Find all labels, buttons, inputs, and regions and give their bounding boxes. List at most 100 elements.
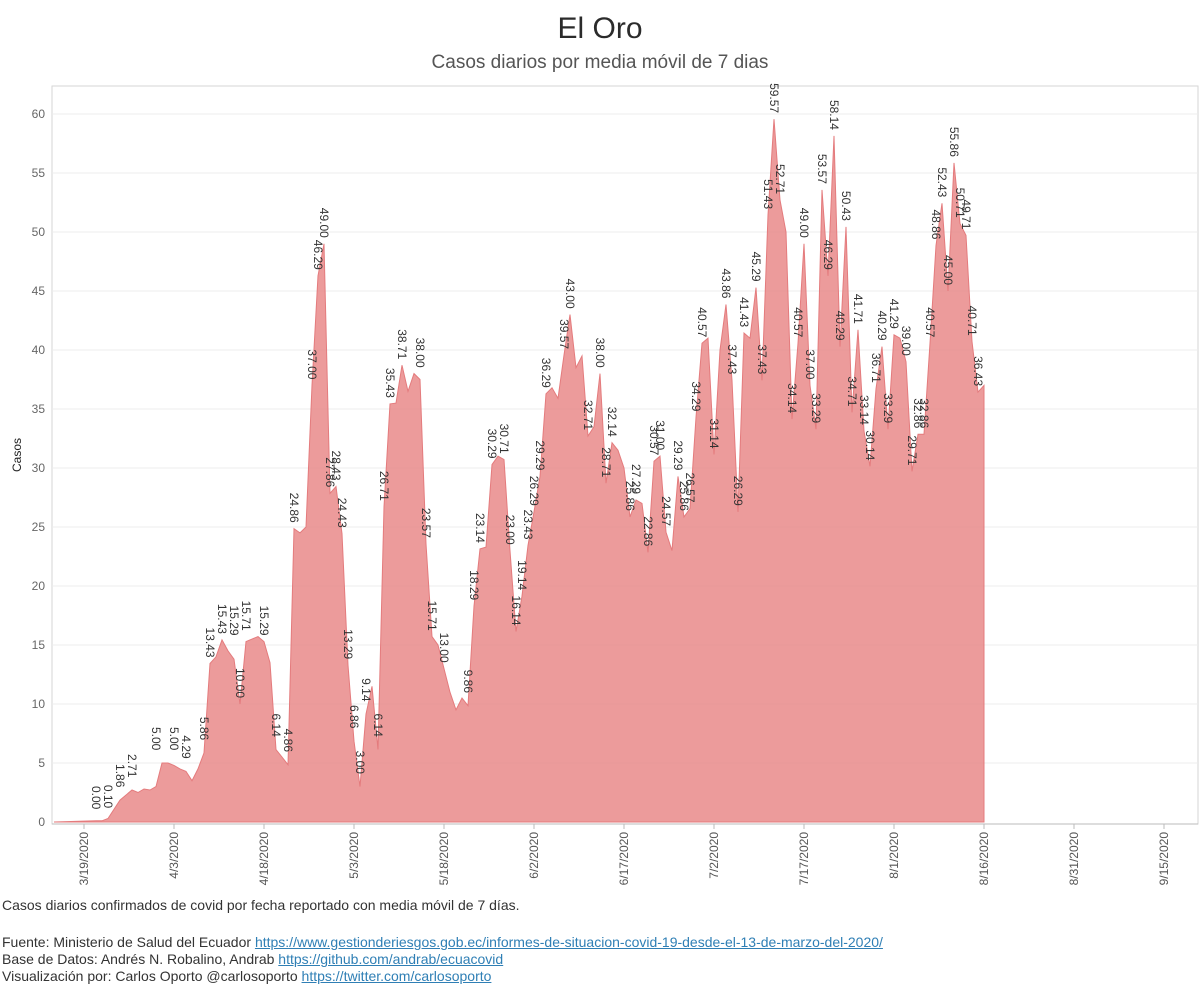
data-label: 33.29 <box>809 393 823 423</box>
source-credit: Fuente: Ministerio de Salud del Ecuador … <box>2 934 883 950</box>
data-label: 5.00 <box>167 727 181 751</box>
y-tick-label: 30 <box>32 461 46 475</box>
data-label: 40.71 <box>965 306 979 336</box>
data-label: 0.10 <box>101 785 115 809</box>
data-label: 5.86 <box>197 717 211 741</box>
data-label: 26.29 <box>527 476 541 506</box>
series-area <box>53 119 985 823</box>
x-tick-label: 9/15/2020 <box>1157 832 1171 886</box>
data-label: 32.86 <box>911 398 925 428</box>
data-label: 25.86 <box>677 481 691 511</box>
data-label: 6.14 <box>371 714 385 738</box>
data-label: 33.29 <box>881 393 895 423</box>
chart-subtitle: Casos diarios por media móvil de 7 dias <box>431 52 769 73</box>
data-label: 39.57 <box>557 319 571 349</box>
chart-title: El Oro <box>557 12 643 45</box>
data-label: 27.86 <box>323 457 337 487</box>
source-label: Fuente: Ministerio de Salud del Ecuador <box>2 934 255 950</box>
data-label: 3.00 <box>353 751 367 775</box>
data-label: 36.29 <box>539 358 553 388</box>
data-label: 27.29 <box>629 464 643 494</box>
data-label: 38.00 <box>593 338 607 368</box>
data-label: 23.43 <box>521 510 535 540</box>
data-label: 36.43 <box>971 356 985 386</box>
data-label: 23.00 <box>503 515 517 545</box>
data-label: 31.00 <box>653 420 667 450</box>
data-label: 13.29 <box>341 629 355 659</box>
x-tick-label: 6/17/2020 <box>617 832 631 886</box>
data-label: 32.14 <box>605 407 619 437</box>
data-label: 30.29 <box>485 429 499 459</box>
x-tick-label: 5/18/2020 <box>437 832 451 886</box>
data-label: 29.71 <box>905 435 919 465</box>
data-label: 40.29 <box>833 311 847 341</box>
data-label: 46.29 <box>821 240 835 270</box>
data-label: 24.86 <box>287 493 301 523</box>
x-tick-label: 5/3/2020 <box>347 832 361 879</box>
source-link[interactable]: https://www.gestionderiesgos.gob.ec/info… <box>254 934 883 950</box>
y-tick-label: 10 <box>32 697 46 711</box>
data-label: 4.86 <box>281 729 295 753</box>
data-label: 0.00 <box>89 786 103 810</box>
data-label: 32.86 <box>917 398 931 428</box>
x-tick-label: 7/17/2020 <box>797 832 811 886</box>
data-label: 4.29 <box>179 735 193 759</box>
data-label: 41.29 <box>887 299 901 329</box>
data-label: 43.86 <box>719 268 733 298</box>
data-label: 15.43 <box>215 604 229 634</box>
data-label: 25.86 <box>623 481 637 511</box>
data-label: 48.86 <box>929 209 943 239</box>
data-label: 40.57 <box>695 307 709 337</box>
data-label: 34.71 <box>845 376 859 406</box>
database-link[interactable]: https://github.com/andrab/ecuacovid <box>278 951 504 967</box>
data-label: 41.71 <box>851 294 865 324</box>
data-label: 40.29 <box>875 311 889 341</box>
data-label: 36.71 <box>869 353 883 383</box>
data-label: 52.71 <box>773 164 787 194</box>
data-label: 37.00 <box>803 349 817 379</box>
data-label: 2.71 <box>125 754 139 778</box>
data-label: 37.43 <box>755 344 769 374</box>
data-label: 1.86 <box>113 764 127 788</box>
data-label: 49.00 <box>317 208 331 238</box>
author-link[interactable]: https://twitter.com/carlosoporto <box>301 968 492 984</box>
y-tick-label: 0 <box>38 815 45 829</box>
data-label: 26.29 <box>731 476 745 506</box>
data-label: 15.71 <box>425 601 439 631</box>
data-label: 16.14 <box>509 596 523 626</box>
data-label: 9.14 <box>359 678 373 702</box>
y-tick-label: 60 <box>32 107 46 121</box>
data-label: 52.43 <box>935 167 949 197</box>
data-label: 38.00 <box>413 338 427 368</box>
x-tick-label: 4/3/2020 <box>167 832 181 879</box>
author-credit: Visualización por: Carlos Oporto @carlos… <box>2 968 491 984</box>
data-label: 6.14 <box>269 714 283 738</box>
y-axis-title: Casos <box>10 438 24 472</box>
data-label: 9.86 <box>461 670 475 694</box>
data-label: 13.00 <box>437 633 451 663</box>
data-label: 34.14 <box>785 383 799 413</box>
data-label: 39.00 <box>899 326 913 356</box>
data-label: 23.57 <box>419 508 433 538</box>
data-label: 34.29 <box>689 381 703 411</box>
data-label: 6.86 <box>347 705 361 729</box>
area-chart: 0 5 10 15 20 25 30 35 40 45 50 55 60 Casos 3/19/2020 4/… <box>10 83 1199 886</box>
data-label: 50.43 <box>839 191 853 221</box>
data-label: 26.57 <box>683 472 697 502</box>
data-label: 40.57 <box>923 307 937 337</box>
x-tick-label: 3/19/2020 <box>77 832 91 886</box>
data-label: 41.43 <box>737 297 751 327</box>
data-label: 38.71 <box>395 329 409 359</box>
database-label: Base de Datos: Andrés N. Robalino, Andra… <box>2 951 279 967</box>
data-label: 46.29 <box>311 240 325 270</box>
data-label: 51.43 <box>761 179 775 209</box>
data-label: 50.71 <box>953 188 967 218</box>
x-tick-label: 8/31/2020 <box>1067 832 1081 886</box>
data-label: 13.43 <box>203 628 217 658</box>
data-label: 43.00 <box>563 279 577 309</box>
data-label: 32.71 <box>581 400 595 430</box>
data-label: 15.71 <box>239 601 253 631</box>
data-label: 18.29 <box>467 570 481 600</box>
data-label: 15.29 <box>227 606 241 636</box>
data-label: 59.57 <box>767 83 781 113</box>
